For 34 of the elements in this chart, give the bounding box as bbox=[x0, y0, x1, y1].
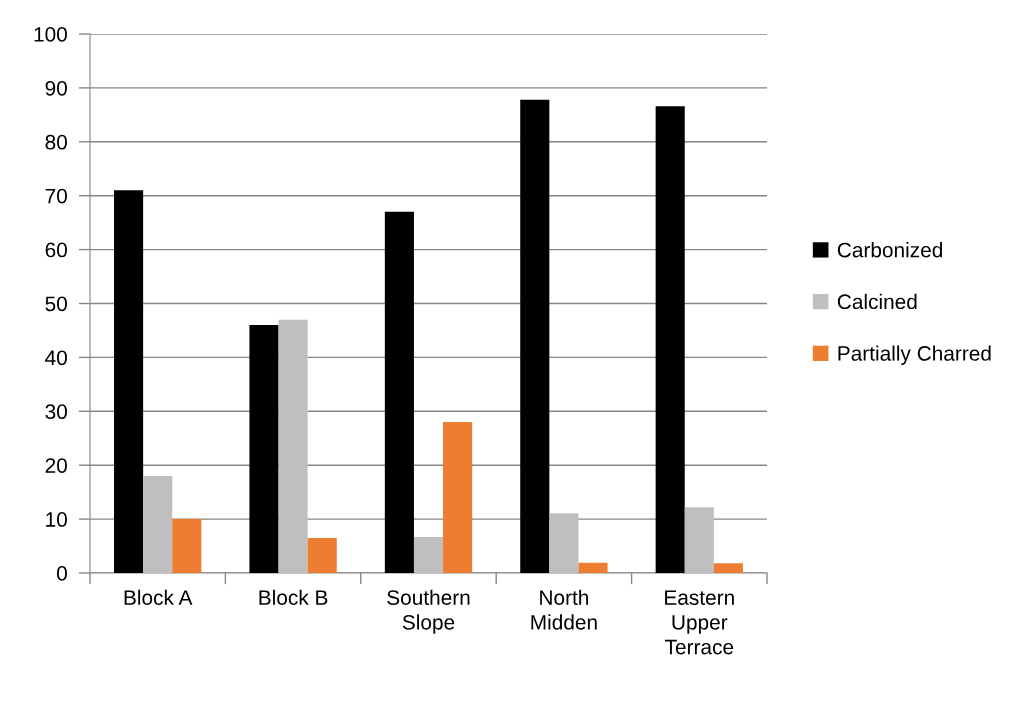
bar bbox=[684, 507, 714, 573]
y-tick-label: 80 bbox=[45, 134, 67, 150]
legend-label: Partially Charred bbox=[838, 345, 991, 365]
bar bbox=[520, 99, 550, 573]
bar bbox=[307, 537, 337, 573]
x-tick-label: Eastern Upper Terrace bbox=[665, 590, 734, 655]
y-tick-label: 30 bbox=[45, 404, 67, 420]
legend-label: Calcined bbox=[837, 293, 917, 310]
bar bbox=[549, 513, 579, 573]
bar bbox=[713, 563, 743, 573]
x-tick-label: Block A bbox=[124, 589, 193, 605]
y-tick-label: 0 bbox=[57, 566, 67, 581]
x-tick-label: Block B bbox=[259, 589, 328, 605]
bar bbox=[443, 422, 473, 573]
bar bbox=[143, 475, 173, 573]
bar bbox=[114, 190, 144, 573]
y-tick-label: 20 bbox=[45, 458, 67, 473]
y-tick-label: 60 bbox=[45, 242, 67, 258]
y-tick-label: 50 bbox=[45, 296, 67, 312]
x-tick-label: North Midden bbox=[531, 589, 597, 630]
bar bbox=[413, 536, 444, 573]
x-tick-label: Southern Slope bbox=[387, 589, 470, 634]
bar bbox=[249, 325, 279, 573]
y-tick-label: 40 bbox=[45, 350, 67, 366]
y-tick-label: 100 bbox=[34, 27, 67, 42]
y-tick-label: 10 bbox=[46, 512, 67, 527]
y-tick-label: 70 bbox=[45, 188, 67, 204]
bar bbox=[655, 106, 685, 573]
bar bbox=[172, 519, 202, 573]
bar bbox=[278, 319, 308, 573]
y-tick-label: 90 bbox=[45, 80, 67, 96]
bar bbox=[384, 211, 414, 573]
bar bbox=[578, 562, 608, 573]
legend-label: Carbonized bbox=[837, 242, 942, 258]
